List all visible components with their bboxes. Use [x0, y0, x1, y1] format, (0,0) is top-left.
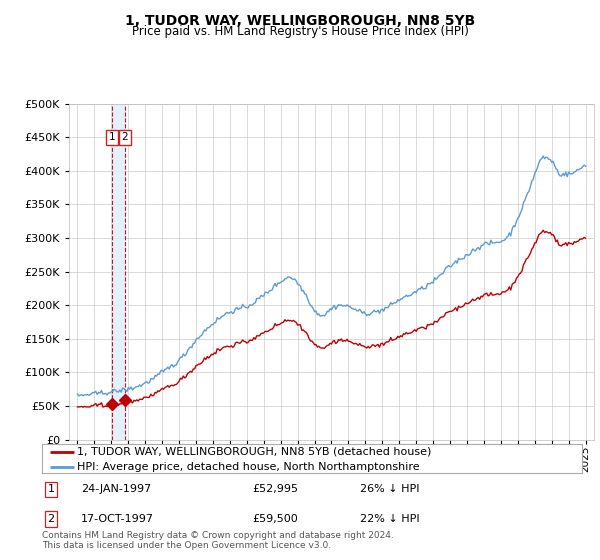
Text: 24-JAN-1997: 24-JAN-1997 [81, 484, 151, 494]
Text: 17-OCT-1997: 17-OCT-1997 [81, 514, 154, 524]
Text: Price paid vs. HM Land Registry's House Price Index (HPI): Price paid vs. HM Land Registry's House … [131, 25, 469, 38]
Text: 1, TUDOR WAY, WELLINGBOROUGH, NN8 5YB: 1, TUDOR WAY, WELLINGBOROUGH, NN8 5YB [125, 14, 475, 28]
Text: Contains HM Land Registry data © Crown copyright and database right 2024.
This d: Contains HM Land Registry data © Crown c… [42, 530, 394, 550]
Bar [112, 104, 125, 440]
Text: £59,500: £59,500 [252, 514, 298, 524]
Text: 26% ↓ HPI: 26% ↓ HPI [360, 484, 419, 494]
Text: £52,995: £52,995 [252, 484, 298, 494]
Text: 1, TUDOR WAY, WELLINGBOROUGH, NN8 5YB (detached house): 1, TUDOR WAY, WELLINGBOROUGH, NN8 5YB (d… [77, 447, 431, 456]
Text: 22% ↓ HPI: 22% ↓ HPI [360, 514, 419, 524]
Text: 2: 2 [47, 514, 55, 524]
Text: 1: 1 [47, 484, 55, 494]
Text: 2: 2 [121, 132, 128, 142]
Text: HPI: Average price, detached house, North Northamptonshire: HPI: Average price, detached house, Nort… [77, 462, 420, 472]
Text: 1: 1 [109, 132, 116, 142]
